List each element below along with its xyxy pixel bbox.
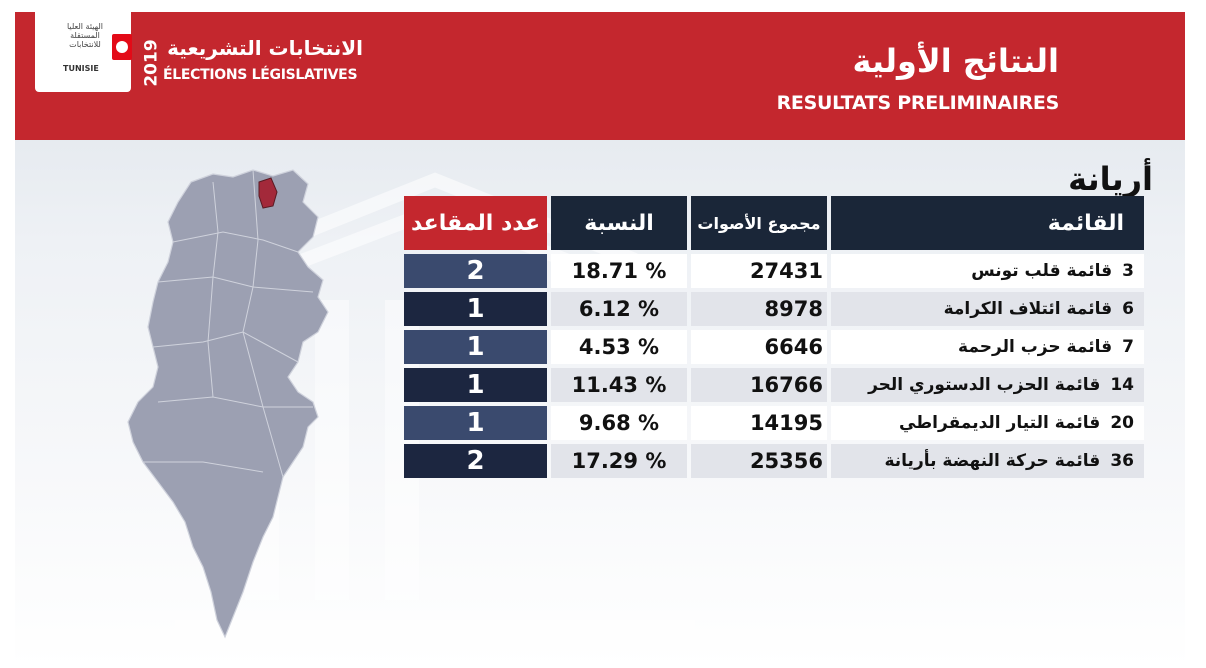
percent-cell: 17.29 % [551, 444, 687, 478]
list-name-cell: 20 قائمة التيار الديمقراطي [831, 406, 1144, 440]
list-name-cell: 14 قائمة الحزب الدستوري الحر [831, 368, 1144, 402]
list-name-cell: 7 قائمة حزب الرحمة [831, 330, 1144, 364]
percent-cell: 11.43 % [551, 368, 687, 402]
votes-cell: 6646 [691, 330, 827, 364]
header-list: القائمة [831, 196, 1144, 250]
logo-arabic-text: الهيئة العليا المستقلة للانتخابات [66, 22, 104, 49]
percent-cell: 6.12 % [551, 292, 687, 326]
percent-cell: 4.53 % [551, 330, 687, 364]
table-row: 36 قائمة حركة النهضة بأريانة 25356 17.29 … [404, 444, 1144, 478]
list-name-cell: 36 قائمة حركة النهضة بأريانة [831, 444, 1144, 478]
votes-cell: 27431 [691, 254, 827, 288]
page-title-fr: RESULTATS PRELIMINAIRES [776, 92, 1060, 114]
seats-cell: 1 [404, 330, 547, 364]
votes-cell: 16766 [691, 368, 827, 402]
ariana-highlight [258, 177, 278, 209]
table-row: 7 قائمة حزب الرحمة 6646 4.53 % 1 [404, 330, 1144, 364]
table-row: 6 قائمة ائتلاف الكرامة 8978 6.12 % 1 [404, 292, 1144, 326]
table-row: 3 قائمة قلب تونس 27431 18.71 % 2 [404, 254, 1144, 288]
header-seats: عدد المقاعد [404, 196, 547, 250]
isie-logo: الهيئة العليا المستقلة للانتخابات TUNISI… [35, 12, 132, 92]
votes-cell: 14195 [691, 406, 827, 440]
list-name-cell: 6 قائمة ائتلاف الكرامة [831, 292, 1144, 326]
percent-cell: 18.71 % [551, 254, 687, 288]
percent-cell: 9.68 % [551, 406, 687, 440]
votes-cell: 25356 [691, 444, 827, 478]
seats-cell: 1 [404, 406, 547, 440]
tunisia-flag-icon [112, 34, 132, 60]
tunisia-map-shape [127, 169, 329, 639]
table-row: 14 قائمة الحزب الدستوري الحر 16766 11.43 … [404, 368, 1144, 402]
seats-cell: 2 [404, 254, 547, 288]
list-name-cell: 3 قائمة قلب تونس [831, 254, 1144, 288]
votes-cell: 8978 [691, 292, 827, 326]
elections-title-ar: الانتخابات التشريعية [167, 36, 363, 60]
seats-cell: 1 [404, 368, 547, 402]
tunisia-map [127, 169, 329, 639]
logo-name: TUNISIE [63, 64, 99, 73]
governorate-title: أريانة [1068, 160, 1153, 198]
header-banner: الهيئة العليا المستقلة للانتخابات TUNISI… [15, 12, 1185, 140]
seats-cell: 1 [404, 292, 547, 326]
header-votes: مجموع الأصوات [691, 196, 827, 250]
page-title-ar: النتائج الأولية [852, 42, 1059, 80]
seats-cell: 2 [404, 444, 547, 478]
elections-title-fr: ÉLECTIONS LÉGISLATIVES [163, 67, 358, 83]
header-percent: النسبة [551, 196, 687, 250]
table-row: 20 قائمة التيار الديمقراطي 14195 9.68 % 1 [404, 406, 1144, 440]
election-year: 2019 [141, 39, 162, 87]
